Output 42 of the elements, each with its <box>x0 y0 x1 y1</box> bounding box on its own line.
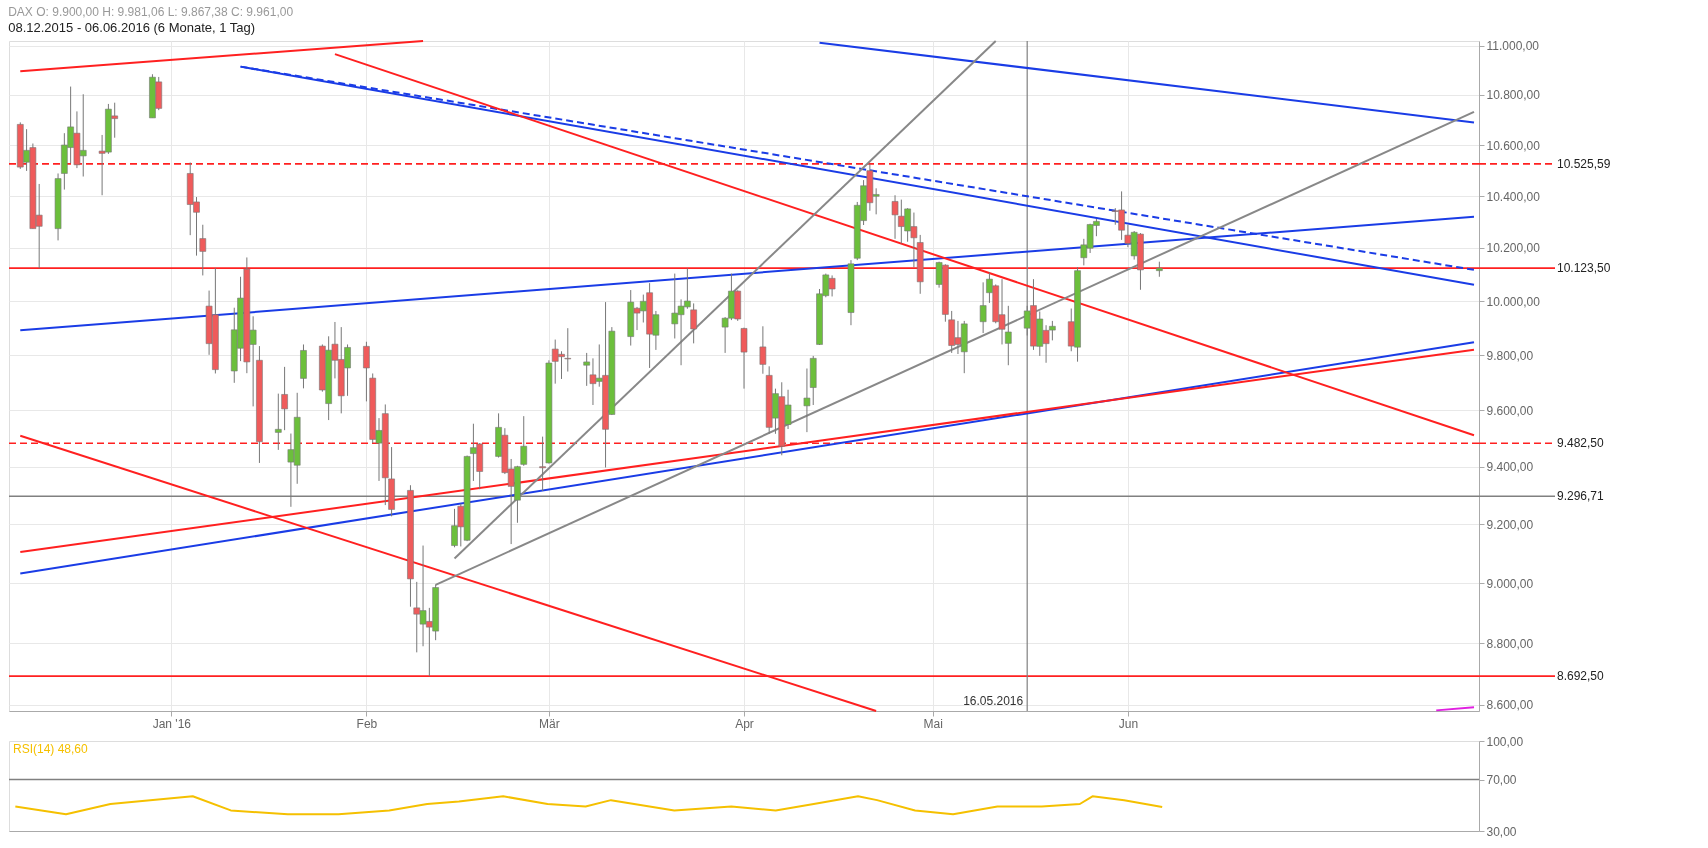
y-tick-label: 8.800,00 <box>1486 636 1534 651</box>
chart-title: DAX O: 9.900,00 H: 9.981,06 L: 9.867,38 C: 9.961,00 <box>8 4 294 19</box>
y-tick-label: 9.000,00 <box>1486 576 1534 591</box>
y-tick-label: 10.800,00 <box>1486 88 1541 103</box>
x-tick-label: Jun <box>1118 716 1139 731</box>
candlestick <box>275 393 282 451</box>
x-tick-label: Mär <box>539 716 560 731</box>
y-tick-label: 10.400,00 <box>1486 189 1541 204</box>
y-tick-label: 70,00 <box>1486 773 1517 788</box>
candlestick <box>803 368 811 433</box>
candlestick <box>759 325 767 375</box>
y-tick-label: 9.200,00 <box>1486 517 1534 532</box>
candlestick <box>199 224 207 276</box>
text: RSI(14) 48,60 <box>13 742 89 756</box>
x-tick-label: Apr <box>735 716 754 731</box>
ref-line-label: 16.05.2016 <box>963 694 1024 708</box>
candlestick <box>583 352 590 387</box>
candlestick <box>281 366 288 431</box>
y-tick-label: 10.600,00 <box>1486 138 1541 153</box>
candlestick <box>740 327 748 390</box>
y-tick-label: 10.000,00 <box>1486 294 1541 309</box>
y-tick-label: 11.000,00 <box>1486 39 1540 54</box>
ref-line-label: 10.123,50 <box>1557 261 1611 276</box>
candlestick <box>979 281 987 334</box>
chart-subtitle: 08.12.2015 - 06.06.2016 (6 Monate, 1 Tag) <box>8 19 256 35</box>
x-tick-label: Mai <box>923 716 943 731</box>
ref-line-label: 9.296,71 <box>1557 489 1605 504</box>
ref-line-label: 8.692,50 <box>1557 669 1605 684</box>
x-tick-label: Feb <box>356 716 378 731</box>
y-tick-label: 30,00 <box>1486 824 1517 839</box>
ref-line-label: 10.525,59 <box>1557 156 1611 171</box>
y-tick-label: 9.800,00 <box>1486 348 1534 363</box>
y-tick-label: 9.400,00 <box>1486 460 1534 475</box>
line-series <box>14 795 1164 816</box>
candlestick <box>363 341 370 402</box>
x-tick-label: Jan '16 <box>152 716 192 731</box>
candlestick <box>539 436 546 492</box>
y-tick-label: 10.200,00 <box>1486 241 1541 256</box>
y-tick-label: 100,00 <box>1486 734 1524 749</box>
y-tick-label: 8.600,00 <box>1486 698 1534 713</box>
y-tick-label: 9.600,00 <box>1486 403 1534 418</box>
ref-line-label: 9.482,50 <box>1557 436 1605 451</box>
